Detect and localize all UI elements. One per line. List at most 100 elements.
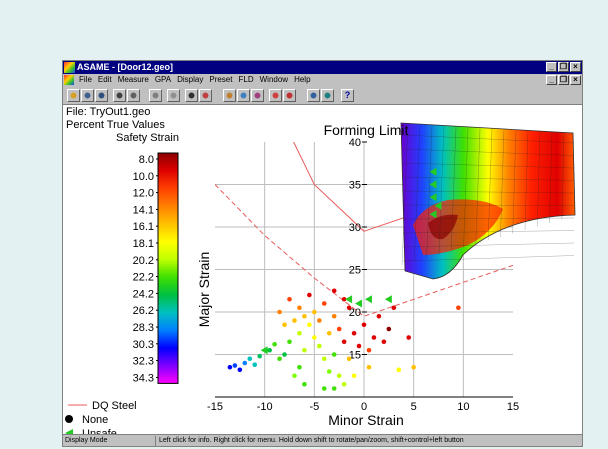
- scale-label: 24.2: [133, 288, 154, 300]
- menu-gpa[interactable]: GPA: [154, 75, 172, 84]
- open-icon[interactable]: [67, 89, 80, 102]
- strain-point: [252, 362, 258, 368]
- strain-point: [396, 367, 402, 373]
- color-scale-bar: [157, 152, 179, 384]
- strain-point: [366, 347, 372, 353]
- view-icon[interactable]: [269, 89, 282, 102]
- window-title: ASAME - [Door12.geo]: [77, 62, 174, 72]
- strain-point: [326, 330, 332, 336]
- strain-point: [297, 330, 302, 336]
- x-tick-label: 10: [457, 401, 469, 413]
- menu-help[interactable]: Help: [294, 75, 311, 84]
- menu-window[interactable]: Window: [259, 75, 289, 84]
- strain-point: [326, 369, 332, 374]
- part-3d-mesh-v-13: [561, 133, 565, 220]
- fld-chart[interactable]: -15 -10 -5 0 5 10 15 15 20 25 30 35 40 Forming Limit M…: [63, 105, 583, 436]
- unsafe-marker: [429, 180, 437, 189]
- sphere-icon[interactable]: [283, 89, 296, 102]
- unsafe-marker: [434, 201, 442, 210]
- strain-point: [312, 335, 317, 340]
- strain-point: [302, 381, 307, 387]
- y-tick-label: 40: [349, 137, 361, 149]
- part-3d-mesh-h-9: [402, 255, 575, 262]
- layout-icon[interactable]: [307, 89, 320, 102]
- app-icon[interactable]: [64, 62, 75, 73]
- strain-point: [331, 288, 337, 294]
- select-icon[interactable]: [149, 89, 162, 102]
- scale-icon[interactable]: [237, 89, 250, 102]
- close-button[interactable]: ×: [570, 62, 581, 72]
- legend-none-marker: [65, 415, 73, 423]
- menu-file[interactable]: File: [79, 75, 92, 84]
- copy-icon[interactable]: [127, 89, 140, 102]
- undo-icon[interactable]: [167, 89, 180, 102]
- color-icon[interactable]: [223, 89, 236, 102]
- menu-display[interactable]: Display: [177, 75, 204, 84]
- strain-point: [297, 305, 302, 311]
- strain-point: [277, 309, 282, 315]
- strain-point: [232, 363, 238, 368]
- strain-point: [302, 347, 307, 353]
- part-3d-view: [400, 122, 576, 280]
- strain-point: [346, 356, 352, 362]
- part-3d-mesh-h-7: [402, 230, 575, 234]
- strain-point: [406, 335, 412, 340]
- part-3d-core-region: [428, 214, 458, 240]
- file-label: File: TryOut1.geo: [66, 106, 151, 118]
- mdi-restore-button[interactable]: ❐: [558, 75, 569, 85]
- save-as-icon[interactable]: [95, 89, 108, 102]
- unsafe-marker: [364, 295, 372, 304]
- part-3d-mesh-h-8: [402, 242, 575, 248]
- unsafe-marker: [345, 295, 353, 304]
- strain-point: [371, 335, 377, 340]
- strain-point: [287, 296, 292, 302]
- pan-icon[interactable]: [185, 89, 198, 102]
- strain-point: [366, 364, 372, 370]
- strain-point: [282, 352, 287, 357]
- save-icon[interactable]: [81, 89, 94, 102]
- part-3d-mesh-h-0: [402, 134, 575, 144]
- strain-point: [237, 367, 243, 373]
- x-tick-label: -10: [257, 401, 273, 413]
- print-icon[interactable]: [113, 89, 126, 102]
- toolbar: ?: [63, 86, 582, 105]
- strain-point: [321, 386, 327, 391]
- title-bar[interactable]: ASAME - [Door12.geo] _ ❐ ×: [63, 61, 582, 74]
- restore-button[interactable]: ❐: [558, 62, 569, 72]
- mdi-minimize-button[interactable]: _: [546, 75, 557, 85]
- strain-point: [317, 318, 322, 323]
- part-3d-mesh-v-6: [475, 128, 481, 245]
- grid-icon[interactable]: [199, 89, 212, 102]
- window-icon[interactable]: [321, 89, 334, 102]
- strain-point: [361, 322, 367, 328]
- x-tick-label: 15: [507, 401, 519, 413]
- paint-icon[interactable]: [251, 89, 264, 102]
- mdi-close-button[interactable]: ×: [570, 75, 581, 85]
- y-tick-label: 25: [349, 265, 361, 277]
- menu-preset[interactable]: Preset: [209, 75, 233, 84]
- unsafe-marker: [429, 210, 437, 219]
- help-icon[interactable]: ?: [341, 89, 354, 102]
- y-tick-label: 30: [349, 222, 361, 234]
- unsafe-marker: [429, 167, 437, 176]
- chart-title: Forming Limit: [324, 122, 409, 138]
- part-3d-surface: [400, 122, 576, 280]
- strain-point: [287, 339, 292, 345]
- strain-point: [307, 322, 312, 328]
- strain-point: [292, 318, 297, 323]
- part-3d-mesh-h-6: [402, 217, 575, 220]
- menu-measure[interactable]: Measure: [117, 75, 149, 84]
- document-icon[interactable]: [64, 75, 74, 85]
- minimize-button[interactable]: _: [546, 62, 557, 72]
- strain-point: [376, 313, 382, 319]
- strain-point: [321, 356, 327, 362]
- menu-edit[interactable]: Edit: [97, 75, 112, 84]
- strain-point: [346, 305, 352, 311]
- menu-fld[interactable]: FLD: [238, 75, 254, 84]
- x-axis-label: Minor Strain: [328, 412, 403, 428]
- menu-bar: File Edit Measure GPA Display Preset FLD Window…: [63, 74, 582, 86]
- x-tick-label: 5: [411, 401, 417, 413]
- x-tick-label: -5: [309, 401, 319, 413]
- strain-point: [312, 309, 317, 315]
